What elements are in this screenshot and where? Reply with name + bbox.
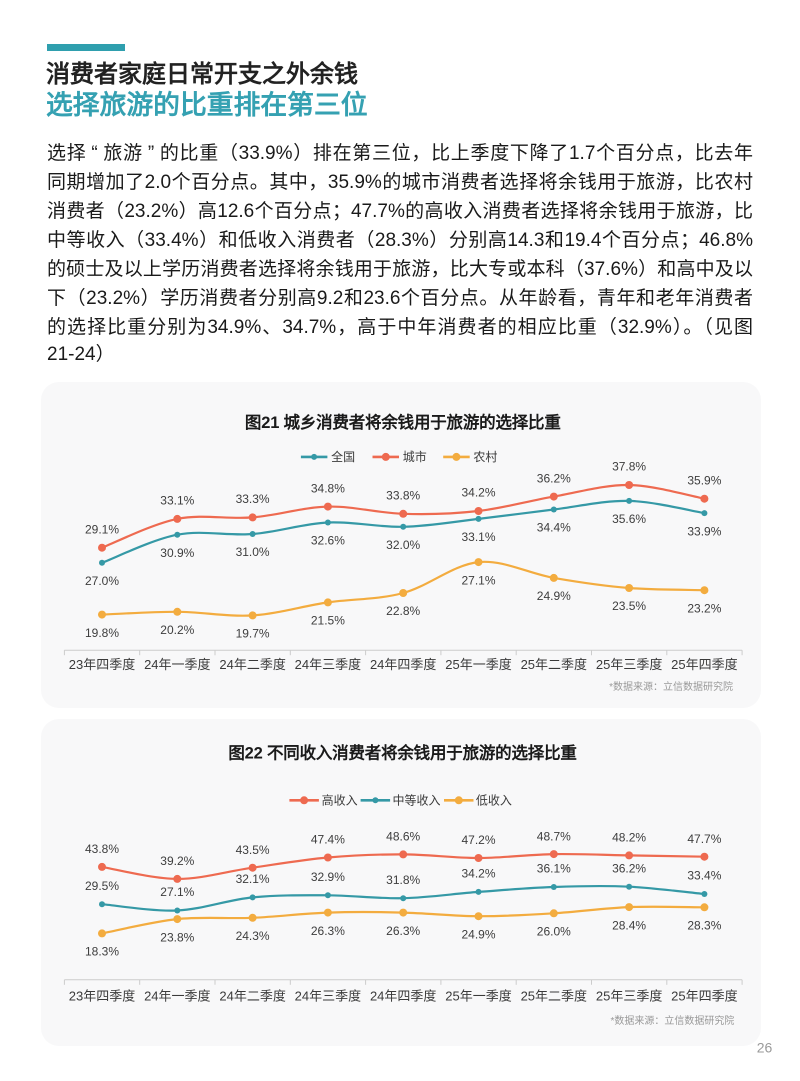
svg-text:34.8%: 34.8%	[311, 481, 345, 495]
svg-text:32.9%: 32.9%	[311, 870, 345, 884]
svg-text:26.3%: 26.3%	[311, 924, 345, 938]
svg-text:25年二季度: 25年二季度	[521, 657, 587, 672]
svg-text:城市: 城市	[403, 449, 427, 464]
svg-text:31.8%: 31.8%	[386, 873, 420, 887]
svg-text:33.1%: 33.1%	[461, 530, 495, 544]
svg-text:图21 城乡消费者将余钱用于旅游的选择比重: 图21 城乡消费者将余钱用于旅游的选择比重	[245, 412, 561, 432]
svg-text:22.8%: 22.8%	[386, 604, 420, 618]
svg-text:低收入: 低收入	[476, 794, 512, 808]
svg-text:25年三季度: 25年三季度	[596, 989, 662, 1004]
svg-text:27.1%: 27.1%	[461, 573, 495, 587]
svg-text:31.0%: 31.0%	[236, 545, 270, 559]
svg-text:20.2%: 20.2%	[160, 623, 194, 637]
svg-text:32.6%: 32.6%	[311, 534, 345, 548]
svg-text:48.6%: 48.6%	[386, 830, 420, 844]
svg-text:24年三季度: 24年三季度	[295, 657, 361, 672]
svg-text:37.8%: 37.8%	[612, 460, 646, 474]
svg-text:中等收入: 中等收入	[393, 793, 441, 808]
svg-text:24年二季度: 24年二季度	[219, 989, 285, 1004]
svg-text:19.7%: 19.7%	[236, 627, 270, 641]
svg-text:*数据来源：立信数据研究院: *数据来源：立信数据研究院	[610, 1014, 734, 1027]
svg-text:34.2%: 34.2%	[461, 486, 495, 500]
svg-text:25年四季度: 25年四季度	[671, 989, 737, 1004]
svg-text:28.3%: 28.3%	[687, 919, 721, 933]
svg-text:26: 26	[757, 1040, 773, 1056]
svg-text:36.2%: 36.2%	[537, 471, 571, 485]
svg-text:25年二季度: 25年二季度	[521, 989, 587, 1004]
svg-text:19.8%: 19.8%	[85, 626, 119, 640]
svg-text:24年四季度: 24年四季度	[370, 989, 436, 1004]
svg-text:26.3%: 26.3%	[386, 924, 420, 938]
svg-text:23.8%: 23.8%	[160, 930, 194, 944]
svg-text:30.9%: 30.9%	[160, 546, 194, 560]
svg-text:农村: 农村	[473, 450, 497, 464]
svg-text:23.5%: 23.5%	[612, 599, 646, 613]
svg-text:25年一季度: 25年一季度	[445, 657, 511, 672]
svg-text:24.3%: 24.3%	[236, 929, 270, 943]
svg-text:43.8%: 43.8%	[85, 842, 119, 856]
svg-text:33.8%: 33.8%	[386, 489, 420, 503]
svg-text:全国: 全国	[331, 449, 355, 464]
svg-text:29.5%: 29.5%	[85, 879, 119, 893]
svg-text:35.9%: 35.9%	[687, 473, 721, 487]
svg-text:27.1%: 27.1%	[160, 885, 194, 899]
svg-text:18.3%: 18.3%	[85, 945, 119, 959]
svg-text:25年三季度: 25年三季度	[596, 657, 662, 672]
svg-text:23.2%: 23.2%	[687, 601, 721, 615]
svg-text:36.1%: 36.1%	[537, 862, 571, 876]
svg-text:29.1%: 29.1%	[85, 522, 119, 536]
svg-text:39.2%: 39.2%	[160, 854, 194, 868]
svg-text:23年四季度: 23年四季度	[69, 989, 135, 1004]
svg-text:24年一季度: 24年一季度	[144, 989, 210, 1004]
svg-text:*数据来源：立信数据研究院: *数据来源：立信数据研究院	[609, 680, 733, 693]
svg-text:高收入: 高收入	[322, 793, 358, 808]
svg-text:24.9%: 24.9%	[461, 927, 495, 941]
svg-text:27.0%: 27.0%	[85, 574, 119, 588]
svg-text:21.5%: 21.5%	[311, 614, 345, 628]
svg-text:33.1%: 33.1%	[160, 494, 194, 508]
svg-text:26.0%: 26.0%	[537, 925, 571, 939]
svg-text:图22 不同收入消费者将余钱用于旅游的选择比重: 图22 不同收入消费者将余钱用于旅游的选择比重	[228, 743, 576, 763]
svg-text:33.9%: 33.9%	[687, 524, 721, 538]
svg-text:47.2%: 47.2%	[461, 833, 495, 847]
svg-text:24年二季度: 24年二季度	[219, 657, 285, 672]
svg-text:43.5%: 43.5%	[236, 843, 270, 857]
svg-text:47.7%: 47.7%	[687, 832, 721, 846]
svg-text:33.4%: 33.4%	[687, 869, 721, 883]
svg-text:36.2%: 36.2%	[612, 861, 646, 875]
svg-text:33.3%: 33.3%	[236, 492, 270, 506]
svg-text:47.4%: 47.4%	[311, 833, 345, 847]
svg-text:34.4%: 34.4%	[537, 521, 571, 535]
svg-text:25年四季度: 25年四季度	[671, 657, 737, 672]
svg-text:34.2%: 34.2%	[461, 867, 495, 881]
svg-text:48.7%: 48.7%	[537, 829, 571, 843]
svg-text:23年四季度: 23年四季度	[69, 657, 135, 672]
svg-text:24年一季度: 24年一季度	[144, 657, 210, 672]
svg-text:32.1%: 32.1%	[236, 872, 270, 886]
svg-text:24年四季度: 24年四季度	[370, 657, 436, 672]
svg-text:24年三季度: 24年三季度	[295, 989, 361, 1004]
svg-text:35.6%: 35.6%	[612, 512, 646, 526]
svg-text:48.2%: 48.2%	[612, 831, 646, 845]
svg-text:24.9%: 24.9%	[537, 589, 571, 603]
svg-text:28.4%: 28.4%	[612, 918, 646, 932]
svg-text:32.0%: 32.0%	[386, 538, 420, 552]
svg-text:25年一季度: 25年一季度	[445, 989, 511, 1004]
